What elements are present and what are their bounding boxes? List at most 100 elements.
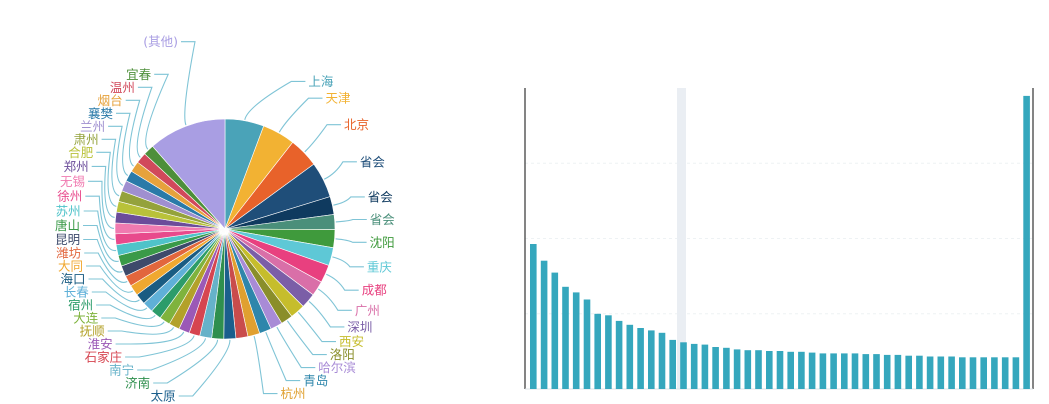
bar <box>980 357 987 389</box>
pie-slice-label: 海口 <box>60 272 85 287</box>
pie-slice-label: 宜春 <box>126 67 152 82</box>
pie-slice-label: 太原 <box>151 389 176 404</box>
bar <box>562 286 569 389</box>
pie-leader-line <box>253 335 278 395</box>
bar <box>862 354 870 389</box>
pie-leader-line <box>101 317 165 327</box>
pie-leader-line <box>276 326 316 369</box>
bar <box>948 356 955 389</box>
pie-slice-label: 省会 <box>368 189 394 204</box>
pie-slice-label: (其他) <box>143 34 178 49</box>
pie-slice-label: 重庆 <box>367 259 393 274</box>
pie-slice-label: 襄樊 <box>88 106 114 121</box>
pie-leader-line <box>115 331 185 345</box>
pie-leader-line <box>125 335 195 358</box>
pie-slice-label: 北京 <box>344 117 369 132</box>
bar <box>883 354 891 389</box>
pie-slice-label: 宿州 <box>68 298 93 313</box>
pie-leader-line <box>83 238 123 273</box>
pie-slice-label: 南宁 <box>109 363 134 378</box>
pie-leader-line <box>178 339 231 397</box>
pie-leader-line <box>83 224 119 262</box>
pie-slice-label: 大连 <box>73 311 99 326</box>
pie-leader-line <box>86 265 134 293</box>
bar <box>1023 95 1030 390</box>
hover-highlight-band <box>677 88 686 389</box>
bar <box>680 342 687 389</box>
bar <box>905 355 912 389</box>
pie-leader-line <box>333 196 365 206</box>
pie-slice-label: 沈阳 <box>370 235 395 250</box>
pie-leader-line <box>265 332 301 382</box>
bar <box>744 350 752 389</box>
pie-leader-line <box>108 125 124 186</box>
bar <box>991 357 998 389</box>
pie-leader-line <box>116 112 131 176</box>
pie-slice-label: 天津 <box>326 91 351 106</box>
pie-slice-label: 肃州 <box>74 132 99 147</box>
bar <box>937 356 945 389</box>
pie-slice-label: 省会 <box>360 154 386 169</box>
bar <box>637 328 644 389</box>
pie-leader-line <box>88 180 115 229</box>
pie-leader-line <box>181 41 196 126</box>
bar <box>787 351 794 389</box>
bar <box>605 315 612 389</box>
pie-slice-label: 广州 <box>355 303 380 318</box>
pie-slice-label: 青岛 <box>303 373 328 388</box>
bar <box>1001 357 1009 389</box>
pie-leader-line <box>145 73 170 150</box>
pie-slice-label: 上海 <box>308 74 334 89</box>
pie-slice-label: 抚顺 <box>80 324 105 339</box>
pie-leader-line <box>136 86 153 158</box>
bar <box>808 352 816 389</box>
pie-leader-line <box>323 161 357 180</box>
pie-slice-label: 济南 <box>125 376 150 391</box>
pie-leader-line <box>91 291 148 311</box>
pie-slice-label: 成都 <box>362 283 388 298</box>
bar <box>690 343 698 389</box>
bar <box>916 355 923 389</box>
pie-slice-label: 徐州 <box>57 189 82 204</box>
pie-leader-line <box>332 256 364 268</box>
pie-leader-line <box>317 288 352 311</box>
bar <box>851 353 859 389</box>
bar <box>776 351 784 389</box>
pie-leader-line <box>125 99 141 167</box>
pie-slice-label: 郑州 <box>64 159 89 174</box>
pie-leader-line <box>107 327 175 335</box>
pie-leader-line <box>244 80 306 120</box>
bar <box>551 272 559 389</box>
pie-leader-line <box>335 218 367 223</box>
bar-chart <box>524 88 1034 390</box>
bar <box>819 353 827 389</box>
bar <box>873 354 880 389</box>
pie-leader-line <box>278 97 323 133</box>
bar <box>959 357 966 389</box>
bar <box>830 353 837 389</box>
bar <box>755 350 762 389</box>
bar <box>615 320 623 389</box>
bar <box>841 353 848 389</box>
pie-slice-label: 深圳 <box>347 319 372 334</box>
pie-leader-line <box>101 138 120 197</box>
bar <box>583 299 591 389</box>
pie-leader-line <box>85 195 115 240</box>
pie-slice-label: 无锡 <box>60 174 85 189</box>
pie-slice-label: 兰州 <box>80 119 105 134</box>
bar <box>1012 357 1020 389</box>
pie-leader-line <box>96 304 156 320</box>
bar <box>712 347 719 389</box>
pie-slice <box>152 118 226 230</box>
pie-leader-line <box>308 300 345 328</box>
bar <box>733 349 741 389</box>
bar <box>572 292 580 389</box>
bar <box>648 330 655 389</box>
pie-slice-label: 西安 <box>339 334 364 349</box>
pie-leader-line <box>83 210 117 251</box>
bar <box>969 357 977 389</box>
pie-slice-label: 淮安 <box>88 337 113 352</box>
pie-chart: 上海天津北京省会省会省会沈阳重庆成都广州深圳西安洛阳哈尔滨青岛杭州(其他)宜春温… <box>55 34 395 403</box>
pie-slice-label: 烟台 <box>98 93 123 108</box>
pie-leader-line <box>84 252 128 283</box>
